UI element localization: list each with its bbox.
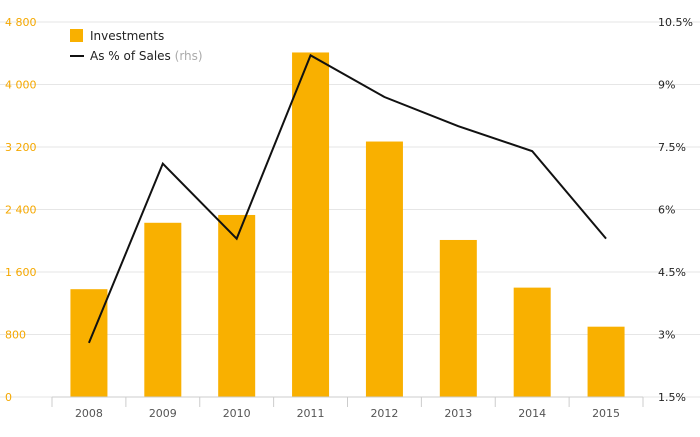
legend-label-sales-ratio-main: As % of Sales bbox=[90, 49, 171, 63]
y-right-tick-label: 4.5% bbox=[658, 266, 686, 279]
bar-investments-2011 bbox=[292, 52, 329, 397]
x-tick-label: 2010 bbox=[223, 407, 251, 420]
y-left-tick-label: 800 bbox=[5, 329, 26, 342]
y-right-tick-label: 1.5% bbox=[658, 391, 686, 404]
x-tick-label: 2008 bbox=[75, 407, 103, 420]
y-left-tick-label: 2 400 bbox=[5, 204, 37, 217]
bar-investments-2009 bbox=[144, 223, 181, 397]
bar-investments-2008 bbox=[70, 289, 107, 397]
legend-label-sales-ratio: As % of Sales (rhs) bbox=[90, 49, 203, 63]
x-tick-label: 2013 bbox=[444, 407, 472, 420]
y-right-tick-label: 3% bbox=[658, 329, 675, 342]
y-left-tick-label: 3 200 bbox=[5, 141, 37, 154]
x-tick-label: 2011 bbox=[297, 407, 325, 420]
y-right-tick-label: 6% bbox=[658, 204, 675, 217]
y-right-tick-label: 10.5% bbox=[658, 16, 693, 29]
bar-investments-2013 bbox=[440, 240, 477, 397]
x-tick-label: 2015 bbox=[592, 407, 620, 420]
y-right-tick-label: 9% bbox=[658, 79, 675, 92]
legend-label-sales-ratio-suffix: (rhs) bbox=[175, 49, 203, 63]
legend-label-investments: Investments bbox=[90, 29, 164, 43]
y-left-tick-label: 4 800 bbox=[5, 16, 37, 29]
y-left-tick-label: 1 600 bbox=[5, 266, 37, 279]
y-left-tick-label: 4 000 bbox=[5, 79, 37, 92]
bar-investments-2010 bbox=[218, 215, 255, 397]
x-tick-label: 2014 bbox=[518, 407, 546, 420]
bar-investments-2014 bbox=[514, 288, 551, 397]
investment-bars bbox=[70, 52, 624, 397]
x-tick-label: 2009 bbox=[149, 407, 177, 420]
y-right-tick-label: 7.5% bbox=[658, 141, 686, 154]
bar-investments-2012 bbox=[366, 142, 403, 397]
legend: Investments As % of Sales (rhs) bbox=[70, 29, 203, 63]
bar-investments-2015 bbox=[588, 327, 625, 397]
y-left-tick-label: 0 bbox=[5, 391, 12, 404]
x-tick-label: 2012 bbox=[370, 407, 398, 420]
legend-swatch-investments bbox=[70, 29, 83, 42]
